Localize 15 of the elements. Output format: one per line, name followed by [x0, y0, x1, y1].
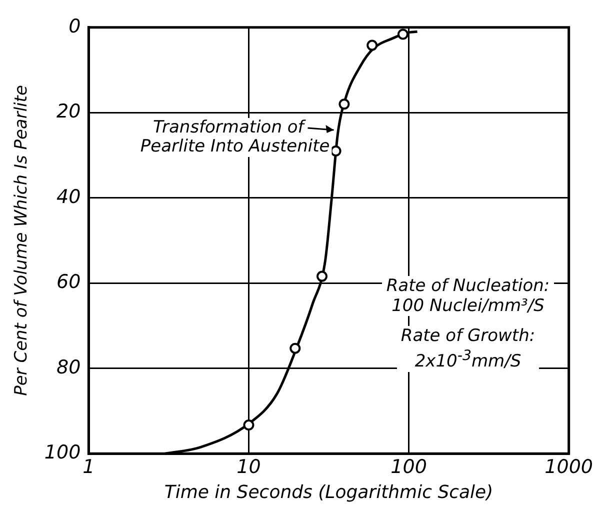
annotation: Transformation of Pearlite Into Austenite — [140, 117, 330, 156]
x-tick-label: 1 — [82, 456, 95, 478]
y-tick-label: 60 — [56, 271, 81, 294]
y-tick-label: 0 — [68, 15, 81, 38]
x-tick-label: 100 — [390, 456, 427, 478]
x-tick-label: 10 — [236, 456, 261, 478]
y-tick-label: 20 — [56, 100, 81, 123]
annotation: Rate of Nucleation: 100 Nuclei/mm³/S — [382, 276, 554, 316]
y-tick-label: 100 — [44, 442, 81, 464]
x-tick-label: 1000 — [544, 456, 594, 478]
annotation: Rate of Growth: 2x10$^{-3}$mm/S — [396, 326, 540, 372]
x-axis-title: Time in Seconds (Logarithmic Scale) — [164, 482, 494, 503]
y-tick-label: 40 — [56, 186, 81, 208]
y-axis-title: Per Cent of Volume Which Is Pearlite — [12, 85, 32, 396]
y-tick-label: 80 — [56, 356, 81, 378]
